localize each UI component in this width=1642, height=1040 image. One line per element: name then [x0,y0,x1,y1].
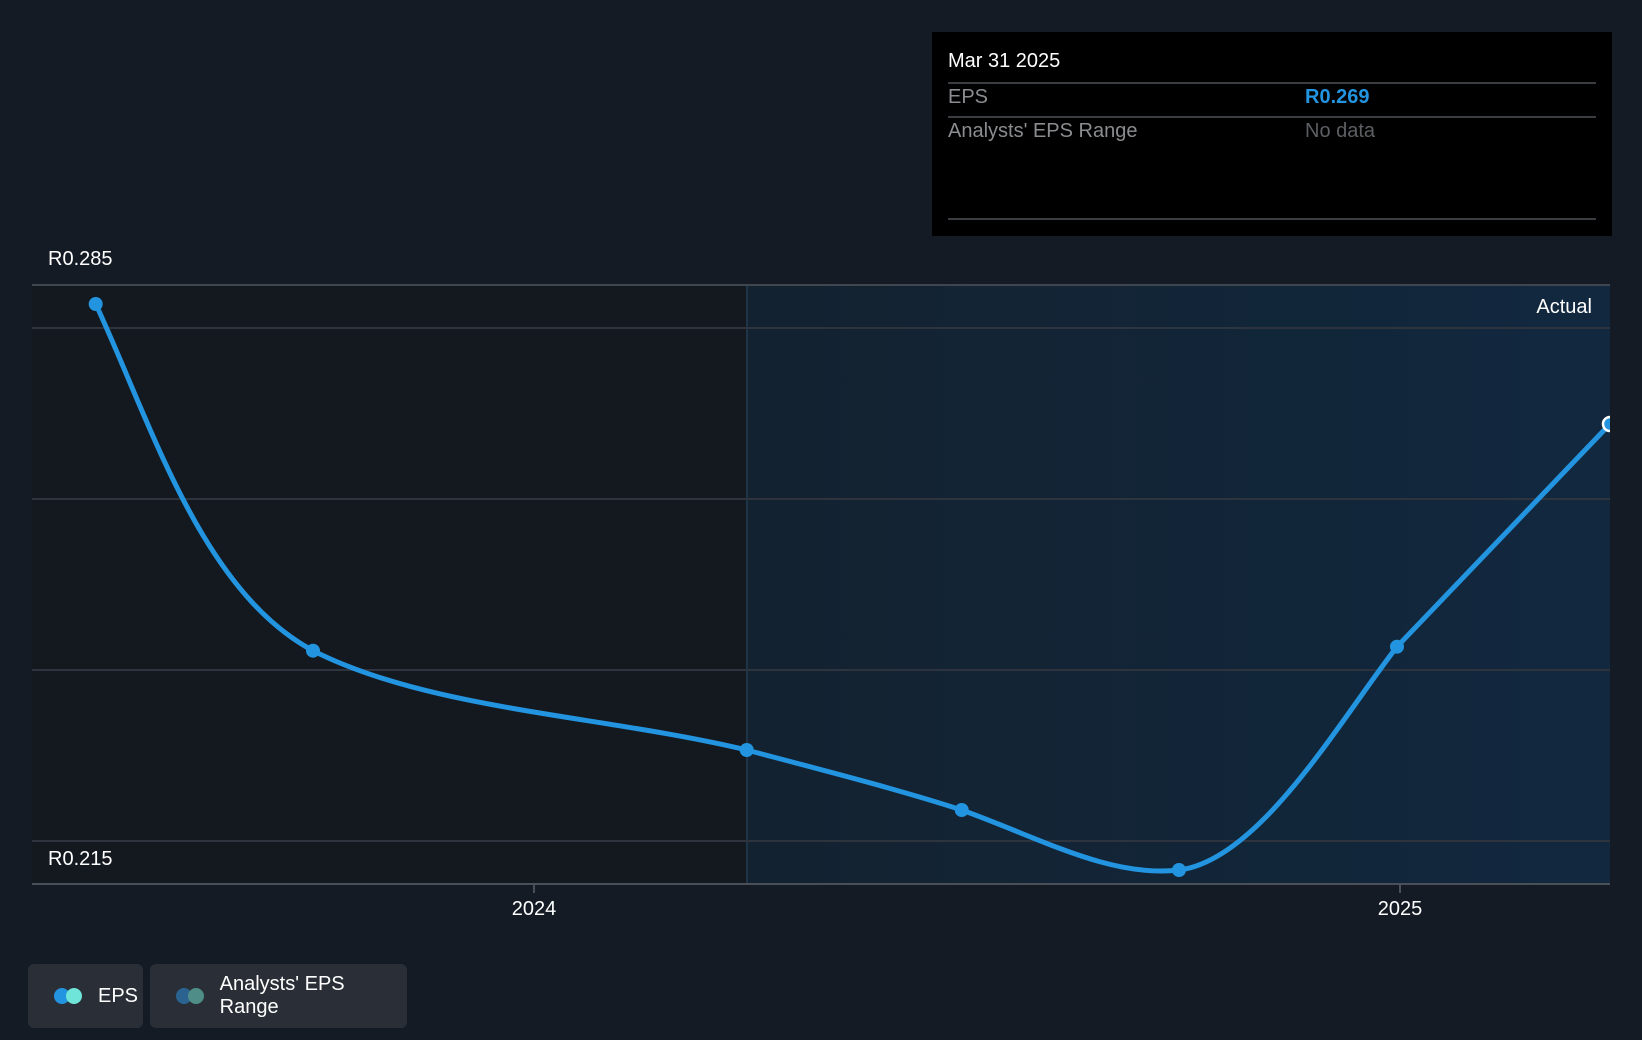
actual-region [747,285,1610,884]
gridlines [32,327,1610,842]
legend-eps-button[interactable]: EPS [28,964,143,1028]
eps-points [88,297,1404,877]
y-axis-top-label: R0.285 [48,248,113,270]
tooltip-date: Mar 31 2025 [948,50,1061,72]
eps-point[interactable] [306,643,320,658]
eps-point-active[interactable] [1601,415,1617,433]
tooltip: Mar 31 2025 EPS R0.269 Analysts' EPS Ran… [932,32,1612,236]
eps-point[interactable] [1390,639,1404,654]
x-axis-label-2024: 2024 [511,898,557,920]
eps-point[interactable] [88,297,103,311]
eps-point[interactable] [1172,863,1186,877]
tooltip-eps-label: EPS [948,86,989,108]
legend-analysts-range-button[interactable]: Analysts' EPS Range [150,964,407,1028]
eps-point[interactable] [739,743,754,757]
y-axis-bottom-label: R0.215 [48,848,113,870]
past-region [32,285,747,884]
eps-line [93,301,1610,874]
tooltip-divider [948,82,1596,84]
tooltip-eps-value: R0.269 [1305,86,1370,108]
analysts-range-legend-icon [176,988,206,1004]
tooltip-divider [948,218,1596,220]
eps-legend-icon [54,988,84,1004]
eps-point[interactable] [954,803,969,817]
legend-analysts-range-label: Analysts' EPS Range [219,973,345,1018]
actual-region-label: Actual [1536,296,1592,318]
tooltip-range-label: Analysts' EPS Range [948,120,1138,142]
x-axis-label-2025: 2025 [1377,898,1423,920]
legend-eps-label: EPS [98,984,139,1007]
tooltip-range-value: No data [1305,120,1376,142]
tooltip-divider [948,116,1596,118]
